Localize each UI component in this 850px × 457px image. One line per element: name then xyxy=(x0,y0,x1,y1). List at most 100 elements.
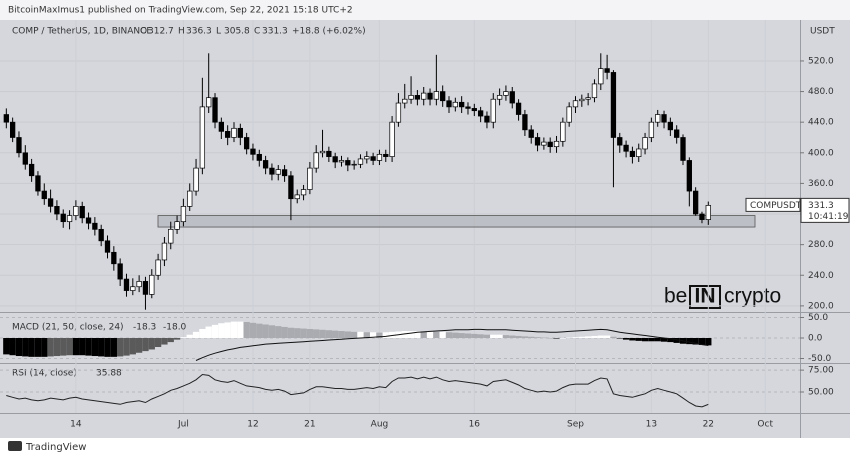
macd-bar xyxy=(363,332,370,338)
candle-body xyxy=(471,108,477,112)
macd-bar xyxy=(230,321,238,338)
candle-body xyxy=(370,156,376,161)
candle-body xyxy=(477,110,484,117)
macd-bar xyxy=(407,331,415,338)
candle-body xyxy=(35,175,41,192)
x-tick-label: Jul xyxy=(177,420,189,430)
y-tick-label: 240.0 xyxy=(808,271,834,281)
candle-body xyxy=(168,228,174,244)
macd-bar xyxy=(388,331,396,338)
y-tick-label: 440.0 xyxy=(808,118,834,128)
candle-body xyxy=(553,140,560,148)
candle-body xyxy=(648,121,655,138)
x-tick-label: Aug xyxy=(371,420,389,430)
macd-bar xyxy=(142,338,149,352)
candle-body xyxy=(667,121,674,131)
candle-body xyxy=(395,102,402,123)
macd-bar xyxy=(540,337,548,339)
macd-bar xyxy=(66,338,73,356)
header-text: BitcoinMaxImus1 published on TradingView… xyxy=(8,6,353,16)
rsi-title: RSI (14, close) xyxy=(12,369,77,379)
candle-body xyxy=(345,160,351,166)
macd-bar xyxy=(117,338,124,357)
candle-body xyxy=(319,150,326,154)
macd-bar xyxy=(692,338,699,345)
macd-bar xyxy=(47,338,54,357)
macd-bar xyxy=(445,332,453,338)
candle-body xyxy=(79,206,85,219)
candle-body xyxy=(440,91,446,102)
macd-bar xyxy=(673,338,680,343)
macd-bar xyxy=(528,336,535,338)
symbol-box xyxy=(745,197,801,212)
macd-bar xyxy=(15,338,23,357)
macd-bar xyxy=(414,331,421,338)
macd-bar xyxy=(698,338,706,345)
macd-bar xyxy=(344,331,351,338)
macd-bar xyxy=(547,338,554,339)
candle-body xyxy=(281,169,288,177)
macd-bar xyxy=(439,331,446,338)
candle-body xyxy=(155,259,161,276)
candle-body xyxy=(338,160,345,163)
candle-body xyxy=(313,152,319,169)
candle-body xyxy=(421,92,427,100)
macd-bar xyxy=(471,333,478,338)
candle-body xyxy=(484,115,490,123)
candle-body xyxy=(427,92,433,100)
macd-bar xyxy=(357,331,364,338)
candle-body xyxy=(642,137,648,150)
macd-bar xyxy=(433,331,440,338)
macd-bar xyxy=(306,328,314,338)
candle-body xyxy=(256,153,262,161)
macd-bar xyxy=(338,331,345,338)
x-tick-label: 21 xyxy=(304,420,315,430)
macd-bar xyxy=(287,327,295,338)
candle-body xyxy=(496,95,503,100)
legend-value: 331.3 xyxy=(262,27,288,37)
y-tick-label: 75.00 xyxy=(808,366,834,376)
candle-body xyxy=(566,106,572,123)
footer-text: TradingView xyxy=(25,442,86,453)
candle-body xyxy=(41,190,47,200)
candle-body xyxy=(111,251,117,265)
macd-bar xyxy=(496,334,503,338)
macd-bar xyxy=(205,326,212,338)
legend-value: -18.3 xyxy=(133,323,156,333)
macd-bar xyxy=(502,335,510,338)
legend-label: H xyxy=(178,27,185,37)
macd-bar xyxy=(135,338,143,353)
watermark-bracket xyxy=(689,285,721,309)
candle-body xyxy=(547,141,553,148)
candle-body xyxy=(452,101,458,108)
header-bar xyxy=(0,0,850,20)
macd-bar xyxy=(509,335,516,338)
price-label-box xyxy=(800,197,850,223)
macd-bar xyxy=(521,336,529,338)
candle-body xyxy=(16,137,22,154)
candle-body xyxy=(351,163,357,166)
candle-body xyxy=(199,106,206,169)
candle-body xyxy=(3,114,9,123)
candle-body xyxy=(585,97,591,100)
macd-bar xyxy=(452,332,459,338)
macd-bar xyxy=(192,331,200,338)
candle-body xyxy=(617,137,623,146)
macd-bar xyxy=(572,337,579,338)
macd-bar xyxy=(319,329,326,338)
legend-value: 35.88 xyxy=(96,369,122,379)
macd-bar xyxy=(376,332,383,338)
footer-bar xyxy=(0,438,850,457)
macd-bar xyxy=(85,338,92,356)
candle-body xyxy=(604,68,610,73)
candle-body xyxy=(541,141,547,146)
macd-bar xyxy=(129,338,136,355)
macd-bar xyxy=(477,334,484,338)
candle-body xyxy=(231,127,237,138)
x-tick-label: 14 xyxy=(70,420,82,430)
macd-bar xyxy=(91,338,99,357)
candle-body xyxy=(522,114,528,131)
candle-body xyxy=(149,274,155,295)
macd-bar xyxy=(686,338,693,345)
